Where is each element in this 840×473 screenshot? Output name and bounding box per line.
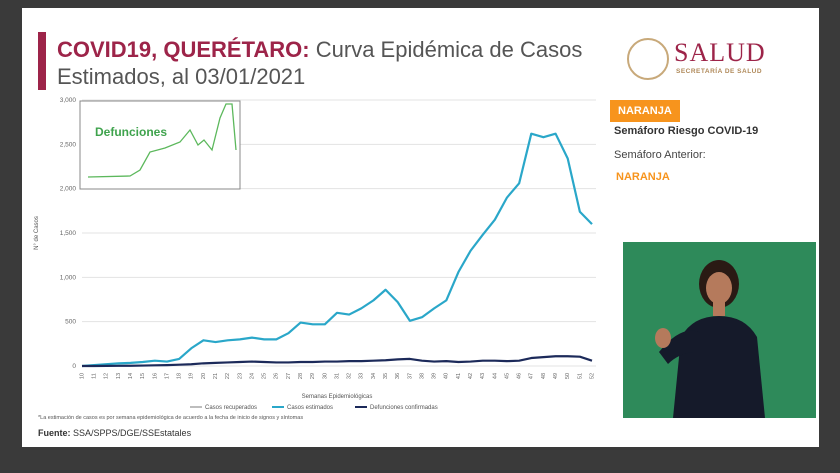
x-tick-label: 19 [189,373,195,379]
x-tick-label: 50 [565,373,571,379]
legend-label: Casos recuperados [205,405,257,411]
x-tick-label: 45 [504,373,510,379]
inset-frame [79,100,241,190]
x-tick-label: 25 [262,373,268,379]
series-line [82,355,593,368]
y-tick-label: 2,500 [60,141,77,148]
x-tick-label: 32 [347,373,353,379]
y-tick-label: 500 [65,319,76,326]
inset: Defunciones [79,100,241,190]
x-tick-label: 43 [480,373,486,379]
semaforo-badge: NARANJA [610,100,680,122]
legend-label: Defunciones confirmadas [370,405,438,411]
series-line [81,132,593,368]
x-tick-label: 14 [128,373,134,379]
x-tick-label: 36 [395,373,401,379]
x-tick-label: 47 [529,373,535,379]
y-axis-label: N° de Casos [34,216,40,250]
inset-title: Defunciones [95,125,167,139]
x-tick-label: 17 [164,373,170,379]
x-tick-label: 16 [152,373,158,379]
x-tick-label: 46 [517,373,523,379]
inset-line [87,103,237,178]
y-tick-label: 2,000 [60,186,77,193]
interpreter-figure [655,260,765,418]
x-tick-label: 24 [249,373,255,379]
x-tick-label: 38 [419,373,425,379]
y-tick-label: 3,000 [60,97,77,104]
x-tick-label: 48 [541,373,547,379]
x-tick-label: 29 [310,373,316,379]
x-tick-label: 37 [407,373,413,379]
x-tick-label: 51 [577,373,583,379]
x-tick-label: 10 [79,373,85,379]
legend-label: Casos estimados [287,405,333,411]
slide: COVID19, QUERÉTARO: Curva Epidémica de C… [22,8,819,447]
x-tick-label: 40 [444,373,450,379]
x-tick-label: 33 [359,373,365,379]
title-rest: Curva Epidémica de Casos Estimados, al 0… [57,37,583,89]
x-tick-label: 30 [322,373,328,379]
x-tick-label: 22 [225,373,231,379]
y-tick-label: 1,500 [60,230,77,237]
x-tick-label: 15 [140,373,146,379]
x-tick-label: 49 [553,373,559,379]
x-axis-label: Semanas Epidemiológicas [302,394,373,400]
semaforo-previous: NARANJA [616,171,670,183]
title: COVID19, QUERÉTARO: Curva Epidémica de C… [57,36,597,90]
x-tick-label: 11 [92,373,98,379]
source-label: Fuente: [38,428,71,438]
x-tick-label: 26 [274,373,280,379]
emblem [627,38,669,80]
x-tick-label: 52 [589,373,595,379]
semaforo-label: Semáforo Riesgo COVID-19 [614,125,759,137]
interpreter-video [623,242,816,418]
y-tick-label: 0 [72,363,76,370]
x-tick-label: 42 [468,373,474,379]
x-tick-label: 23 [237,373,243,379]
title-bold: COVID19, QUERÉTARO: [57,37,310,62]
x-tick-label: 21 [213,373,219,379]
semaforo-previous-label: Semáforo Anterior: [614,149,706,161]
x-tick-label: 18 [177,373,183,379]
x-tick-label: 44 [492,373,498,379]
x-tick-label: 35 [383,373,389,379]
x-tick-label: 12 [104,373,110,379]
logo-subtitle: SECRETARÍA DE SALUD [676,68,763,75]
x-tick-label: 31 [334,373,340,379]
x-tick-label: 20 [201,373,207,379]
x-tick-label: 39 [432,373,438,379]
x-tick-label: 28 [298,373,304,379]
x-tick-label: 41 [456,373,462,379]
logo-text: SALUD [674,38,766,67]
source: Fuente: SSA/SPPS/DGE/SSEstatales [38,428,191,438]
note: *La estimación de casos es por semana ep… [38,415,303,421]
x-tick-label: 27 [286,373,292,379]
source-text: SSA/SPPS/DGE/SSEstatales [73,428,192,438]
x-tick-label: 34 [371,373,377,379]
accent-bar [38,32,46,90]
y-tick-label: 1,000 [60,274,77,281]
x-tick-label: 13 [116,373,122,379]
